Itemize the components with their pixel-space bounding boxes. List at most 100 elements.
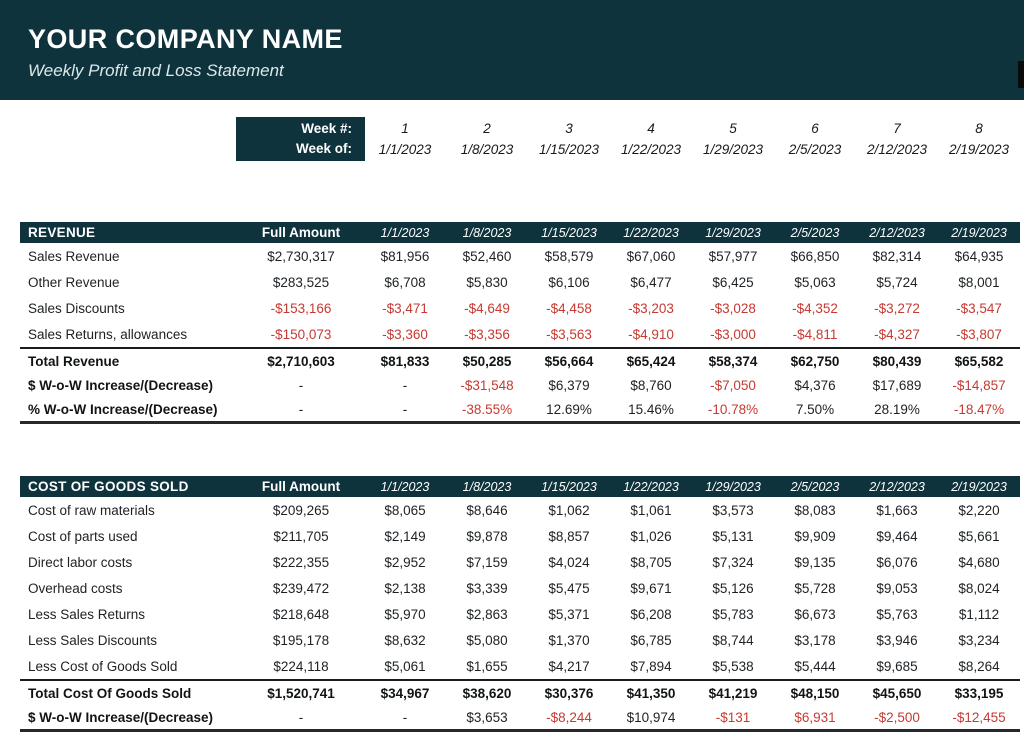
row-label[interactable]: $ W-o-W Increase/(Decrease): [28, 709, 214, 725]
cell-week-value[interactable]: -$4,649: [464, 300, 510, 316]
week-number-cell[interactable]: 4: [647, 121, 655, 136]
cell-week-value[interactable]: $5,763: [876, 606, 918, 622]
cell-week-value[interactable]: 7.50%: [795, 401, 835, 417]
week-date-cell[interactable]: 1/1/2023: [378, 142, 432, 157]
cell-week-value[interactable]: -$4,327: [874, 326, 920, 342]
cell-week-value[interactable]: $10,974: [626, 709, 676, 725]
cell-week-value[interactable]: $9,053: [876, 580, 918, 596]
week-date-header[interactable]: 1/29/2023: [705, 225, 761, 240]
cell-week-value[interactable]: $7,894: [630, 658, 672, 674]
week-date-header[interactable]: 2/5/2023: [790, 479, 840, 494]
cell-week-value[interactable]: $2,138: [384, 580, 426, 596]
cell-week-value[interactable]: -$31,548: [460, 377, 514, 393]
cell-week-value[interactable]: $6,931: [794, 709, 836, 725]
row-label[interactable]: $ W-o-W Increase/(Decrease): [28, 377, 214, 393]
row-label[interactable]: Cost of parts used: [28, 528, 138, 544]
cell-week-value[interactable]: $5,724: [876, 274, 918, 290]
cell-week-value[interactable]: $5,126: [712, 580, 754, 596]
cell-week-value[interactable]: $8,065: [384, 502, 426, 518]
cell-week-value[interactable]: $52,460: [462, 248, 512, 264]
cell-week-value[interactable]: $57,977: [708, 248, 758, 264]
cell-week-value[interactable]: -$4,811: [792, 326, 838, 342]
cell-week-value[interactable]: $4,680: [958, 554, 1000, 570]
week-date-header[interactable]: 1/29/2023: [705, 479, 761, 494]
week-date-cell[interactable]: 1/22/2023: [620, 142, 682, 157]
week-date-header[interactable]: 1/15/2023: [541, 479, 597, 494]
cell-week-value[interactable]: $8,857: [548, 528, 590, 544]
cell-week-value[interactable]: -$3,563: [546, 326, 592, 342]
cell-week-value[interactable]: $6,785: [630, 632, 672, 648]
row-label[interactable]: Direct labor costs: [28, 554, 133, 570]
cell-week-value[interactable]: -: [402, 709, 408, 725]
cell-full-amount[interactable]: $218,648: [272, 606, 330, 622]
cell-full-amount[interactable]: $239,472: [272, 580, 330, 596]
cell-week-value[interactable]: $1,663: [876, 502, 918, 518]
cell-week-value[interactable]: $6,379: [548, 377, 590, 393]
cell-week-value[interactable]: $5,444: [794, 658, 836, 674]
cell-week-value[interactable]: $64,935: [954, 248, 1004, 264]
cell-week-value[interactable]: -18.47%: [953, 401, 1005, 417]
cell-week-value[interactable]: $8,705: [630, 554, 672, 570]
cell-week-value[interactable]: $1,026: [630, 528, 672, 544]
cell-week-value[interactable]: -$3,203: [628, 300, 674, 316]
cell-week-value[interactable]: -$4,910: [628, 326, 674, 342]
week-date-cell[interactable]: 1/29/2023: [702, 142, 764, 157]
cell-full-amount[interactable]: -$153,166: [270, 300, 332, 316]
cell-week-value[interactable]: $8,646: [466, 502, 508, 518]
cell-week-value[interactable]: $65,582: [954, 353, 1004, 369]
cell-week-value[interactable]: $5,063: [794, 274, 836, 290]
week-date-header[interactable]: 1/8/2023: [462, 479, 512, 494]
cell-week-value[interactable]: $6,076: [876, 554, 918, 570]
cell-week-value[interactable]: -$3,547: [956, 300, 1002, 316]
cell-week-value[interactable]: $1,062: [548, 502, 590, 518]
cell-week-value[interactable]: -$3,360: [382, 326, 428, 342]
cell-week-value[interactable]: $5,371: [548, 606, 590, 622]
row-label[interactable]: Less Sales Discounts: [28, 632, 158, 648]
cell-week-value[interactable]: $3,653: [466, 709, 508, 725]
cell-week-value[interactable]: $2,952: [384, 554, 426, 570]
week-date-header[interactable]: 2/19/2023: [951, 225, 1007, 240]
cell-week-value[interactable]: $8,083: [794, 502, 836, 518]
cell-week-value[interactable]: -$14,857: [952, 377, 1006, 393]
cell-week-value[interactable]: $38,620: [462, 685, 512, 701]
cell-week-value[interactable]: $30,376: [544, 685, 594, 701]
cell-full-amount[interactable]: $195,178: [272, 632, 330, 648]
cell-week-value[interactable]: $5,538: [712, 658, 754, 674]
week-date-header[interactable]: 2/12/2023: [869, 479, 925, 494]
cell-week-value[interactable]: $6,673: [794, 606, 836, 622]
cell-week-value[interactable]: $67,060: [626, 248, 676, 264]
cell-week-value[interactable]: -: [402, 401, 408, 417]
cell-full-amount[interactable]: $283,525: [272, 274, 330, 290]
week-date-cell[interactable]: 2/5/2023: [788, 142, 842, 157]
cell-week-value[interactable]: $5,661: [958, 528, 1000, 544]
cell-week-value[interactable]: $62,750: [790, 353, 840, 369]
row-label[interactable]: Sales Discounts: [28, 300, 125, 316]
cell-week-value[interactable]: $34,967: [380, 685, 430, 701]
cell-week-value[interactable]: -$3,028: [710, 300, 756, 316]
row-label[interactable]: Other Revenue: [28, 274, 120, 290]
cell-week-value[interactable]: $5,783: [712, 606, 754, 622]
cell-full-amount[interactable]: $2,730,317: [267, 248, 335, 264]
cell-week-value[interactable]: $58,374: [708, 353, 758, 369]
cell-week-value[interactable]: $7,159: [466, 554, 508, 570]
week-number-cell[interactable]: 2: [483, 121, 491, 136]
cell-week-value[interactable]: $41,219: [708, 685, 758, 701]
cell-week-value[interactable]: 28.19%: [874, 401, 920, 417]
cell-week-value[interactable]: 12.69%: [546, 401, 592, 417]
cell-week-value[interactable]: $17,689: [872, 377, 922, 393]
week-number-cell[interactable]: 1: [401, 121, 409, 136]
week-date-cell[interactable]: 2/19/2023: [948, 142, 1010, 157]
cell-week-value[interactable]: $50,285: [462, 353, 512, 369]
cell-week-value[interactable]: 15.46%: [628, 401, 674, 417]
week-number-cell[interactable]: 5: [729, 121, 737, 136]
cell-week-value[interactable]: $5,080: [466, 632, 508, 648]
cell-week-value[interactable]: $3,178: [794, 632, 836, 648]
cell-week-value[interactable]: $1,655: [466, 658, 508, 674]
week-date-header[interactable]: 2/5/2023: [790, 225, 840, 240]
cell-week-value[interactable]: $6,708: [384, 274, 426, 290]
cell-week-value[interactable]: $81,956: [380, 248, 430, 264]
cell-full-amount[interactable]: -: [298, 377, 304, 393]
week-date-header[interactable]: 1/22/2023: [623, 479, 679, 494]
cell-week-value[interactable]: $2,863: [466, 606, 508, 622]
cell-week-value[interactable]: $6,208: [630, 606, 672, 622]
